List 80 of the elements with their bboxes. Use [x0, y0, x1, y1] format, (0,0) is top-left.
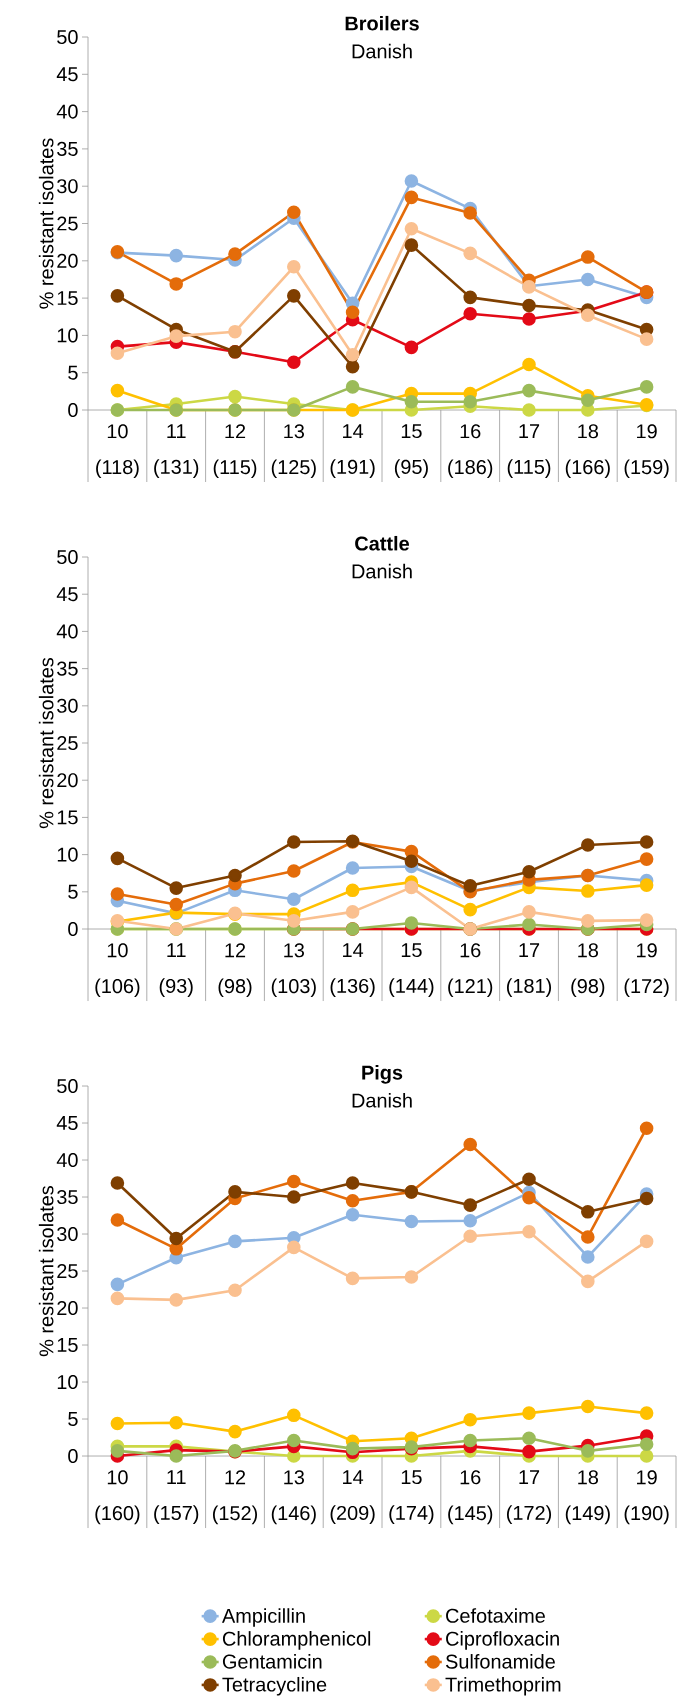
chart-title: Pigs	[362, 1065, 403, 1084]
x-tick-label: 16 (145)	[448, 1470, 493, 1525]
chart-subtitle: Danish	[352, 43, 412, 59]
y-tick-label: 35	[57, 661, 78, 676]
x-tick-label: 10 (106)	[95, 943, 140, 998]
y-tick-label: 40	[56, 624, 78, 639]
legend-label: Sulfonamide	[445, 1654, 555, 1669]
y-tick-label: 25	[57, 1263, 78, 1279]
x-tick-label: 17 (181)	[506, 943, 552, 997]
y-tick-label: 0	[68, 1448, 78, 1464]
y-tick-label: 20	[57, 1300, 78, 1316]
x-tick-label: 12 (98)	[218, 943, 252, 998]
x-tick-label: 17 (115)	[507, 424, 551, 478]
y-tick-label: 10	[57, 328, 78, 343]
x-tick-label: 17 (172)	[506, 1470, 552, 1524]
x-tick-label: 13 (103)	[271, 943, 316, 998]
x-tick-label: 12 (152)	[212, 1470, 258, 1525]
legend-label: Ampicillin	[221, 1608, 305, 1627]
x-tick-label: 11 (157)	[154, 1470, 199, 1524]
x-tick-label: 15 (174)	[389, 1470, 434, 1524]
y-tick-label: 25	[57, 216, 78, 231]
y-tick-label: 35	[57, 1189, 78, 1205]
x-tick-label: 14 (136)	[330, 943, 375, 997]
y-tick-label: 15	[57, 1338, 78, 1352]
x-tick-label: 16 (186)	[448, 424, 493, 479]
x-tick-label: 18 (98)	[571, 943, 605, 998]
y-tick-label: 5	[68, 1412, 78, 1426]
legend-label: Chloramphenicol	[222, 1631, 371, 1650]
y-axis-title: % resistant isolates	[38, 1185, 54, 1357]
y-tick-label: 30	[57, 179, 78, 194]
y-tick-label: 50	[57, 29, 78, 45]
legend-label: Gentamicin	[222, 1654, 322, 1669]
x-tick-label: 15 (95)	[394, 424, 428, 478]
x-tick-label: 15 (144)	[389, 943, 434, 997]
y-tick-label: 15	[57, 810, 78, 825]
y-tick-label: 5	[68, 365, 78, 380]
x-tick-label: 11 (131)	[154, 424, 199, 478]
y-tick-label: 30	[57, 1226, 78, 1242]
y-tick-label: 25	[57, 735, 78, 751]
x-tick-label: 13 (146)	[271, 1470, 316, 1525]
x-tick-label: 13 (125)	[271, 424, 316, 479]
chart-subtitle: Danish	[352, 563, 412, 579]
y-tick-label: 45	[56, 1116, 78, 1130]
y-tick-label: 15	[57, 291, 78, 306]
chart-subtitle: Danish	[352, 1092, 412, 1108]
x-tick-label: 19 (159)	[624, 424, 669, 479]
y-tick-label: 10	[57, 1374, 78, 1390]
x-tick-label: 12 (115)	[213, 424, 257, 479]
y-tick-label: 30	[57, 698, 78, 713]
y-tick-label: 45	[56, 67, 78, 82]
legend-label: Tetracycline	[222, 1676, 327, 1696]
y-tick-label: 20	[57, 253, 78, 268]
y-axis-title: % resistant isolates	[38, 138, 54, 309]
y-tick-label: 40	[56, 104, 78, 119]
y-tick-label: 0	[68, 921, 78, 937]
y-tick-label: 35	[57, 141, 78, 156]
y-tick-label: 45	[56, 587, 78, 602]
x-tick-label: 19 (172)	[624, 943, 669, 998]
chart-title: Broilers	[345, 15, 419, 31]
legend-label: Cefotaxime	[446, 1608, 545, 1623]
y-tick-label: 0	[68, 402, 78, 418]
y-tick-label: 50	[57, 549, 78, 565]
y-tick-label: 20	[57, 773, 78, 788]
x-tick-label: 18 (149)	[565, 1470, 610, 1525]
chart-title: Cattle	[355, 535, 410, 551]
x-tick-label: 14 (191)	[330, 424, 375, 478]
x-tick-label: 10 (118)	[96, 424, 139, 479]
y-tick-label: 40	[56, 1152, 78, 1168]
y-tick-label: 50	[57, 1078, 78, 1094]
y-tick-label: 10	[57, 847, 78, 862]
legend-label: Trimethoprim	[445, 1676, 561, 1696]
x-tick-label: 14 (209)	[330, 1470, 375, 1524]
y-tick-label: 5	[68, 884, 78, 899]
x-tick-label: 19 (190)	[624, 1470, 669, 1525]
x-tick-label: 16 (121)	[448, 943, 493, 998]
legend-label: Ciprofloxacin	[446, 1631, 559, 1650]
x-tick-label: 18 (166)	[565, 424, 610, 479]
x-tick-label: 10 (160)	[95, 1470, 140, 1525]
y-axis-title: % resistant isolates	[38, 657, 54, 829]
x-tick-label: 11 (93)	[159, 943, 193, 997]
